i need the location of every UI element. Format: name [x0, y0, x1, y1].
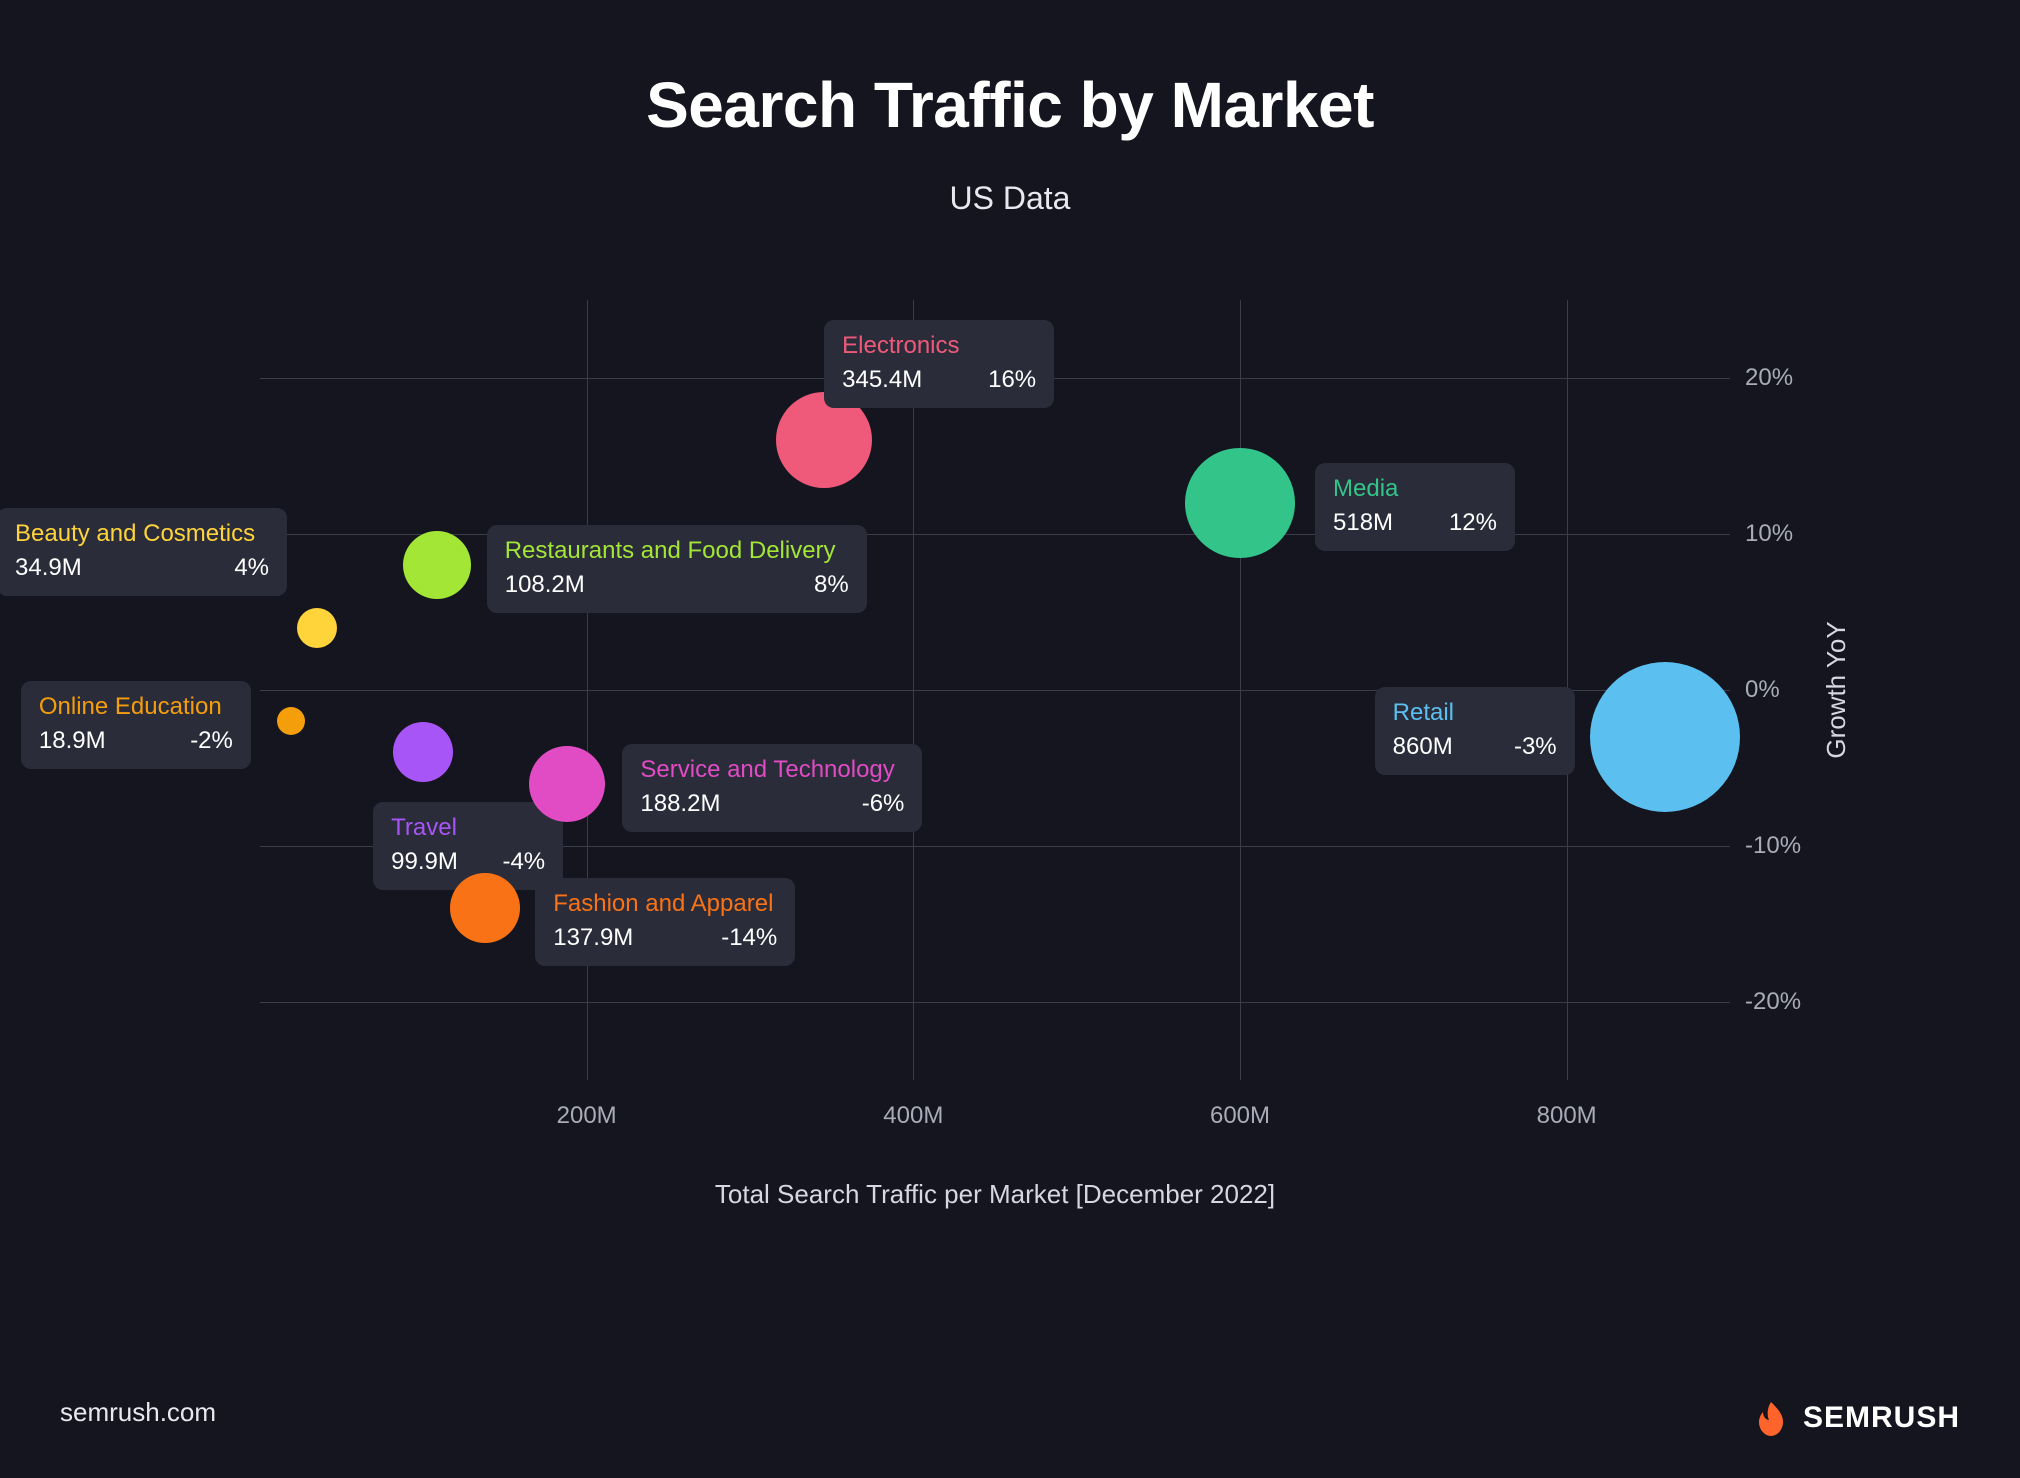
x-tick-label: 200M — [557, 1102, 617, 1130]
y-tick-label: -10% — [1745, 832, 1825, 860]
label-box-education: Online Education 18.9M -2% — [21, 681, 251, 769]
label-box-beauty: Beauty and Cosmetics 34.9M 4% — [0, 508, 287, 596]
bubble-name: Service and Technology — [640, 756, 904, 784]
brand-logo: SEMRUSH — [1751, 1398, 1960, 1438]
bubble-values: 34.9M 4% — [15, 554, 269, 582]
brand-text: SEMRUSH — [1803, 1401, 1960, 1435]
x-tick-label: 400M — [883, 1102, 943, 1130]
flame-icon — [1751, 1398, 1791, 1438]
growth-value: 8% — [814, 571, 849, 599]
label-box-service: Service and Technology 188.2M -6% — [622, 744, 922, 832]
label-box-restaurants: Restaurants and Food Delivery 108.2M 8% — [487, 525, 867, 613]
growth-value: -3% — [1514, 733, 1557, 761]
bubble-name: Media — [1333, 475, 1497, 503]
bubble-education — [277, 707, 305, 735]
growth-value: 12% — [1449, 509, 1497, 537]
label-box-media: Media 518M 12% — [1315, 463, 1515, 551]
traffic-value: 108.2M — [505, 571, 585, 599]
bubble-beauty — [297, 608, 337, 648]
traffic-value: 18.9M — [39, 727, 106, 755]
traffic-value: 188.2M — [640, 790, 720, 818]
bubble-values: 188.2M -6% — [640, 790, 904, 818]
source-link: semrush.com — [60, 1397, 216, 1428]
bubble-fashion — [450, 873, 520, 943]
bubble-service — [529, 746, 605, 822]
growth-value: 4% — [234, 554, 269, 582]
chart-subtitle: US Data — [0, 180, 2020, 217]
bubble-values: 18.9M -2% — [39, 727, 233, 755]
bubble-name: Online Education — [39, 693, 233, 721]
gridline-vertical — [913, 300, 914, 1080]
y-tick-label: 10% — [1745, 520, 1825, 548]
chart-title: Search Traffic by Market — [0, 68, 2020, 142]
bubble-name: Restaurants and Food Delivery — [505, 537, 849, 565]
growth-value: -4% — [502, 848, 545, 876]
bubble-values: 108.2M 8% — [505, 571, 849, 599]
traffic-value: 34.9M — [15, 554, 82, 582]
x-axis-label: Total Search Traffic per Market [Decembe… — [260, 1179, 1730, 1210]
bubble-retail — [1590, 662, 1740, 812]
y-axis-label: Growth YoY — [1821, 621, 1852, 758]
gridline-vertical — [1240, 300, 1241, 1080]
bubble-name: Electronics — [842, 332, 1036, 360]
bubble-values: 518M 12% — [1333, 509, 1497, 537]
x-tick-label: 600M — [1210, 1102, 1270, 1130]
x-tick-label: 800M — [1537, 1102, 1597, 1130]
bubble-values: 345.4M 16% — [842, 366, 1036, 394]
bubble-name: Fashion and Apparel — [553, 890, 777, 918]
label-box-retail: Retail 860M -3% — [1375, 687, 1575, 775]
bubble-name: Beauty and Cosmetics — [15, 520, 269, 548]
growth-value: -2% — [190, 727, 233, 755]
bubble-chart: Growth YoY Total Search Traffic per Mark… — [260, 300, 1730, 1080]
bubble-media — [1185, 448, 1295, 558]
bubble-restaurants — [403, 531, 471, 599]
bubble-values: 99.9M -4% — [391, 848, 545, 876]
growth-value: -6% — [862, 790, 905, 818]
traffic-value: 137.9M — [553, 924, 633, 952]
growth-value: 16% — [988, 366, 1036, 394]
growth-value: -14% — [721, 924, 777, 952]
traffic-value: 345.4M — [842, 366, 922, 394]
gridline-horizontal — [260, 1002, 1730, 1003]
label-box-fashion: Fashion and Apparel 137.9M -14% — [535, 878, 795, 966]
y-tick-label: -20% — [1745, 988, 1825, 1016]
traffic-value: 518M — [1333, 509, 1393, 537]
bubble-values: 860M -3% — [1393, 733, 1557, 761]
traffic-value: 860M — [1393, 733, 1453, 761]
y-tick-label: 0% — [1745, 676, 1825, 704]
bubble-name: Travel — [391, 814, 545, 842]
bubble-travel — [393, 722, 453, 782]
y-tick-label: 20% — [1745, 364, 1825, 392]
label-box-electronics: Electronics 345.4M 16% — [824, 320, 1054, 408]
bubble-name: Retail — [1393, 699, 1557, 727]
traffic-value: 99.9M — [391, 848, 458, 876]
bubble-values: 137.9M -14% — [553, 924, 777, 952]
